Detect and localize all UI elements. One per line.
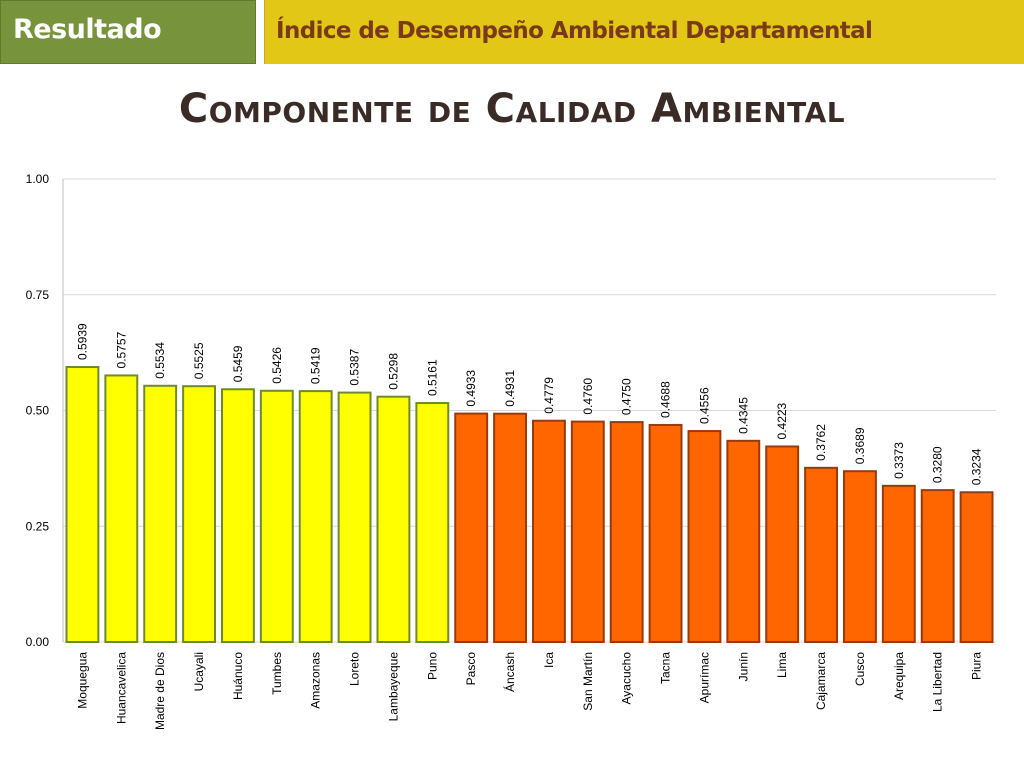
data-label: 0.4345 (736, 397, 750, 434)
bar (609, 421, 644, 644)
x-tick-label: Lambayeque (386, 652, 400, 722)
bar (298, 390, 333, 643)
bar (337, 391, 372, 643)
bar (220, 388, 255, 643)
bar (804, 466, 839, 643)
data-label: 0.3280 (931, 446, 945, 483)
data-label: 0.4760 (581, 378, 595, 415)
data-label: 0.3373 (892, 442, 906, 479)
bar (726, 439, 761, 643)
data-label: 0.4750 (620, 378, 634, 415)
data-label: 0.4688 (659, 381, 673, 418)
x-tick-label: Piura (970, 652, 984, 680)
section-header: Resultado (0, 0, 256, 64)
data-label: 0.5939 (75, 323, 89, 360)
slide-title: Componente de Calidad Ambiental (178, 86, 846, 132)
bar (648, 423, 683, 643)
bar (415, 402, 450, 643)
bar (104, 374, 139, 643)
y-tick-label: 0.00 (26, 635, 50, 649)
data-label: 0.4556 (697, 387, 711, 424)
x-tick-label: Arequipa (892, 652, 906, 700)
section-label: Resultado (13, 14, 162, 45)
x-tick-label: Lima (775, 652, 789, 678)
x-tick-label: Madre de Dios (153, 652, 167, 730)
data-label: 0.5757 (114, 331, 128, 368)
data-label: 0.5161 (425, 359, 439, 396)
data-label: 0.4931 (503, 370, 517, 407)
y-axis: 0.00 0.25 0.50 0.75 1.00 (26, 172, 50, 649)
x-tick-label: Loreto (348, 652, 362, 686)
x-tick-label: Cajamarca (814, 652, 828, 710)
gridlines (62, 178, 996, 643)
data-label: 0.3234 (970, 448, 984, 485)
data-label: 0.3762 (814, 424, 828, 461)
data-label: 0.5419 (309, 347, 323, 384)
x-tick-label: Moquegua (75, 652, 89, 709)
x-tick-label: Puno (425, 652, 439, 680)
data-label: 0.5459 (231, 345, 245, 382)
x-axis: Moquegua Huancavelica Madre de Dios Ucayali… (75, 652, 983, 730)
data-label: 0.4779 (542, 377, 556, 414)
bar (765, 445, 800, 643)
data-label: 0.4223 (775, 402, 789, 439)
bar (493, 412, 528, 643)
data-label: 0.5387 (348, 349, 362, 386)
heading-bar: Índice de Desempeño Ambiental Departamen… (264, 0, 1024, 64)
data-label: 0.3689 (853, 427, 867, 464)
y-tick-label: 0.25 (26, 519, 50, 533)
data-label: 0.5525 (192, 342, 206, 379)
bar (920, 489, 955, 643)
data-label: 0.5426 (270, 347, 284, 384)
x-tick-label: Ica (542, 652, 556, 668)
x-tick-label: Apurímac (697, 652, 711, 703)
x-tick-label: Tacna (659, 652, 673, 684)
heading-text: Índice de Desempeño Ambiental Departamen… (276, 18, 873, 44)
data-label: 0.5298 (386, 353, 400, 390)
bar (959, 491, 994, 644)
bar (182, 385, 217, 643)
x-tick-label: Pasco (464, 652, 478, 686)
x-tick-label: Ayacucho (620, 652, 634, 705)
bars (65, 366, 994, 644)
x-tick-label: La Libertad (931, 652, 945, 712)
data-label: 0.5534 (153, 342, 167, 379)
bar (570, 420, 605, 643)
bar (687, 430, 722, 643)
bar (454, 412, 489, 644)
x-tick-label: Áncash (502, 652, 517, 692)
data-label: 0.4933 (464, 370, 478, 407)
x-tick-label: Tumbes (270, 652, 284, 695)
y-tick-label: 1.00 (26, 172, 50, 186)
y-tick-label: 0.75 (26, 288, 50, 302)
x-tick-label: Huancavelica (114, 652, 128, 724)
bar (881, 484, 916, 644)
bar (65, 366, 100, 644)
x-tick-label: Cusco (853, 652, 867, 686)
bar (143, 384, 178, 644)
x-tick-label: Junín (736, 652, 750, 681)
bar (842, 470, 877, 644)
x-tick-label: Huánuco (231, 652, 245, 700)
x-tick-label: Amazonas (309, 652, 323, 709)
bar (531, 419, 566, 643)
x-tick-label: Ucayali (192, 652, 206, 691)
bar (259, 389, 294, 643)
bar-chart: 0.000.250.500.751.00 0.5939 0.5757 0.5534 0… (26, 172, 996, 730)
y-tick-label: 0.50 (26, 404, 50, 418)
data-labels: 0.5939 0.5757 0.5534 0.5525 0.5459 0.5426 0.54… (75, 323, 983, 485)
x-tick-label: San Martín (581, 652, 595, 711)
bar (376, 395, 411, 643)
